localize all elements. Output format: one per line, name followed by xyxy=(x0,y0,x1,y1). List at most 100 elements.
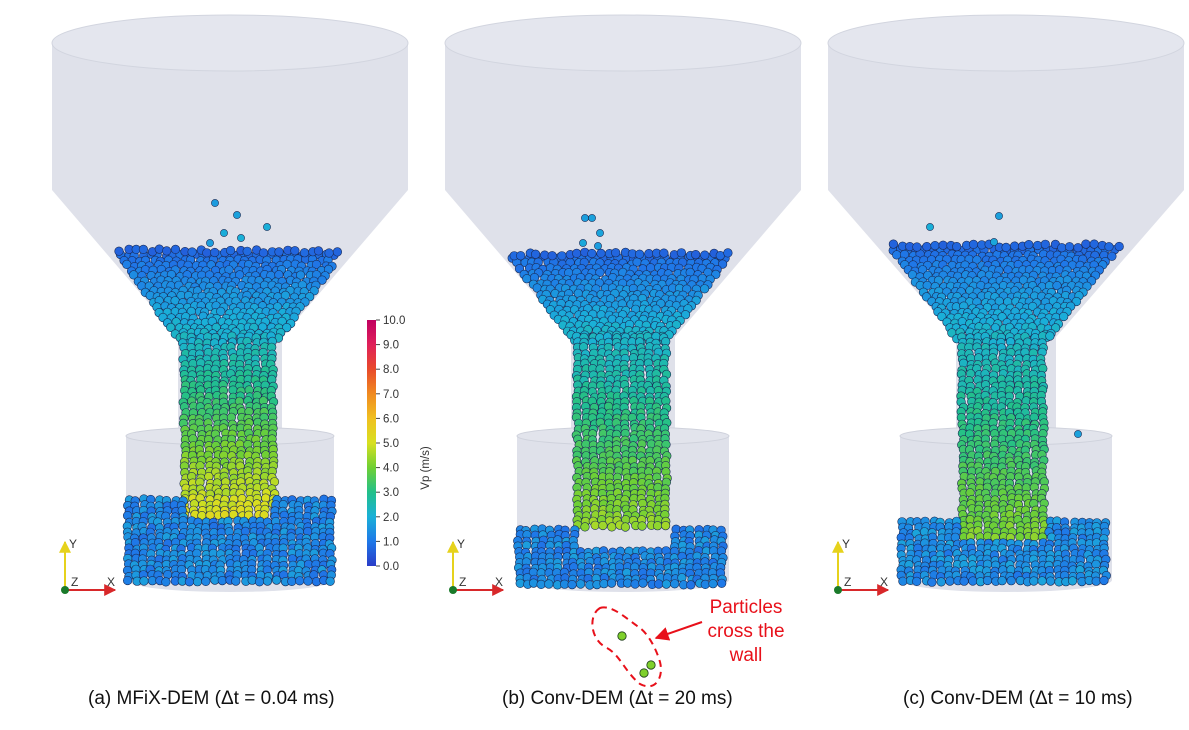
particle xyxy=(287,576,297,587)
particle xyxy=(313,246,324,256)
particle xyxy=(325,576,335,586)
particle xyxy=(691,250,701,260)
velocity-colorbar: 10.0 9.0 8.0 7.0 6.0 5.0 4.0 3.0 2.0 1.0 0.0 Vp (m/… xyxy=(367,315,432,573)
z-axis-dot xyxy=(61,586,69,594)
particle xyxy=(596,229,604,237)
particle xyxy=(217,575,227,586)
particle xyxy=(228,509,238,520)
axis-label-x: X xyxy=(880,575,888,589)
annotation-arrow xyxy=(654,621,703,641)
particle xyxy=(1032,240,1043,251)
particle xyxy=(982,575,993,586)
axis-label-y: Y xyxy=(457,537,465,551)
particles xyxy=(114,199,343,587)
particle xyxy=(201,576,211,587)
particle xyxy=(717,578,727,588)
axis-triad: Y Z X xyxy=(447,537,505,596)
particle xyxy=(606,578,617,588)
particle xyxy=(516,251,526,261)
particle xyxy=(723,248,733,258)
particle xyxy=(598,520,608,531)
particle xyxy=(575,579,586,589)
particle xyxy=(295,576,305,586)
particle xyxy=(290,246,300,256)
axis-label-z: Z xyxy=(459,575,466,589)
particle xyxy=(515,578,525,588)
particle xyxy=(184,577,194,587)
particle xyxy=(303,576,313,586)
wall-crossing-annotation xyxy=(591,606,703,688)
particle xyxy=(220,229,228,237)
particle xyxy=(912,242,922,252)
particle xyxy=(972,255,982,265)
particle xyxy=(332,247,343,257)
particle xyxy=(968,239,979,249)
particle xyxy=(945,576,955,586)
particle xyxy=(530,249,541,259)
particle xyxy=(1099,575,1109,586)
hopper-panel-a: Y Z X xyxy=(51,14,409,596)
colorbar-tick-label: 7.0 xyxy=(383,389,399,401)
escaped-particle xyxy=(646,660,656,670)
particle xyxy=(544,579,554,589)
hopper-wall xyxy=(828,43,1184,428)
particle xyxy=(1091,576,1101,586)
particle xyxy=(922,242,932,252)
particle xyxy=(263,223,271,231)
particle xyxy=(938,240,948,250)
particle xyxy=(652,521,663,531)
particle xyxy=(717,259,728,269)
particle xyxy=(202,248,212,258)
colorbar-title: Vp (m/s) xyxy=(420,446,432,490)
particle xyxy=(282,323,292,333)
axis-label-z: Z xyxy=(71,575,78,589)
particle xyxy=(1006,576,1016,586)
particle xyxy=(1057,243,1067,253)
axis-triad: Y Z X xyxy=(59,537,117,596)
particle xyxy=(1073,243,1083,253)
particle xyxy=(1067,576,1078,586)
particle xyxy=(139,576,149,586)
particle xyxy=(594,242,602,250)
particle xyxy=(927,577,937,587)
particle xyxy=(166,322,176,333)
particle xyxy=(226,245,236,256)
colorbar-tick-label: 5.0 xyxy=(383,438,399,450)
particle xyxy=(952,242,962,252)
particle xyxy=(317,275,327,285)
hopper-wall xyxy=(52,43,408,428)
particle xyxy=(237,234,245,242)
colorbar-gradient xyxy=(367,320,376,566)
particle xyxy=(630,579,640,589)
particle xyxy=(162,246,172,256)
particle xyxy=(1029,576,1039,586)
particle xyxy=(1045,331,1055,341)
particle xyxy=(686,580,696,590)
particle xyxy=(324,248,334,258)
particle xyxy=(299,248,310,258)
particle xyxy=(1037,576,1047,586)
particle xyxy=(272,575,282,585)
particle xyxy=(596,248,606,258)
particle xyxy=(242,246,252,256)
particle xyxy=(699,284,710,294)
annotation-line-2: cross the xyxy=(707,621,785,642)
particle xyxy=(888,239,899,249)
particle xyxy=(644,249,654,259)
particle xyxy=(122,575,133,586)
particle xyxy=(1059,311,1069,322)
particle xyxy=(536,579,546,590)
particle xyxy=(959,576,969,586)
caption-panel-a: (a) MFiX-DEM (Δt = 0.04 ms) xyxy=(88,688,335,709)
particle xyxy=(114,246,124,256)
particle xyxy=(660,520,671,531)
hopper-top-rim xyxy=(827,14,1185,72)
particle xyxy=(567,579,577,590)
particle xyxy=(590,520,600,530)
particle xyxy=(1001,242,1011,252)
axis-label-y: Y xyxy=(69,537,77,551)
particle xyxy=(671,320,682,330)
colorbar-tick-label: 10.0 xyxy=(383,315,405,327)
particle xyxy=(1081,239,1091,249)
